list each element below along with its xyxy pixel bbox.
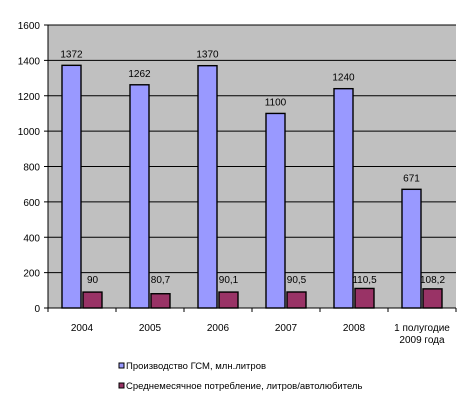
data-labels: 1372 90 1262 80,7 1370 90,1 1100 90,5 1240 110,5 6… — [60, 49, 445, 286]
data-label: 1240 — [332, 73, 355, 84]
x-tick-label: 2004 — [71, 323, 94, 334]
legend-label: Среднемесячное потребление, литров/автол… — [126, 381, 362, 392]
data-label: 1370 — [196, 50, 219, 61]
legend-swatch — [118, 362, 125, 369]
legend-label: Производство ГСМ, млн.литров — [126, 361, 266, 372]
bar-consumption — [422, 288, 443, 309]
y-tick-label: 800 — [23, 163, 40, 174]
bar-production — [197, 64, 218, 309]
bar-production — [333, 87, 354, 309]
data-label: 1100 — [265, 97, 287, 108]
data-label: 90 — [87, 275, 99, 286]
bar-consumption — [82, 291, 103, 309]
bar-production — [401, 188, 422, 309]
y-tick-label: 1600 — [18, 21, 41, 32]
data-label: 90,1 — [219, 275, 239, 286]
x-axis-ticks: 2004 2005 2006 2007 2008 1 полугодие 2009 года — [47, 308, 457, 346]
y-tick-label: 1400 — [18, 56, 41, 67]
data-label: 108,2 — [420, 275, 445, 286]
bar-production — [265, 112, 286, 309]
data-label: 80,7 — [151, 275, 171, 286]
bar-consumption — [286, 291, 307, 309]
y-tick-label: 600 — [23, 198, 40, 209]
data-label: 671 — [403, 173, 420, 184]
y-tick-label: 400 — [23, 233, 40, 244]
bar-consumption — [150, 293, 171, 309]
data-label: 1262 — [128, 69, 151, 80]
x-tick-label: 2005 — [139, 323, 162, 334]
data-label: 90,5 — [287, 275, 307, 286]
y-axis-ticks: 0 200 400 600 800 1000 1200 1400 1600 — [18, 21, 48, 315]
legend: Производство ГСМ, млн.литров Среднемесячн… — [118, 361, 362, 392]
y-tick-label: 200 — [23, 269, 40, 280]
y-tick-label: 0 — [34, 304, 40, 315]
data-label: 110,5 — [352, 275, 377, 286]
y-tick-label: 1000 — [18, 127, 41, 138]
bar-consumption — [218, 291, 239, 309]
data-label: 1372 — [60, 49, 83, 60]
bar-production — [129, 84, 150, 309]
legend-swatch — [118, 382, 125, 389]
bar-consumption — [354, 287, 375, 309]
x-tick-label: 2006 — [207, 323, 230, 334]
gridlines — [48, 24, 456, 274]
y-tick-label: 1200 — [18, 92, 41, 103]
x-tick-label: 1 полугодие 2009 года — [394, 323, 450, 346]
x-tick-label: 2008 — [343, 323, 366, 334]
x-tick-label: 2007 — [275, 323, 298, 334]
bar-production — [61, 64, 82, 309]
